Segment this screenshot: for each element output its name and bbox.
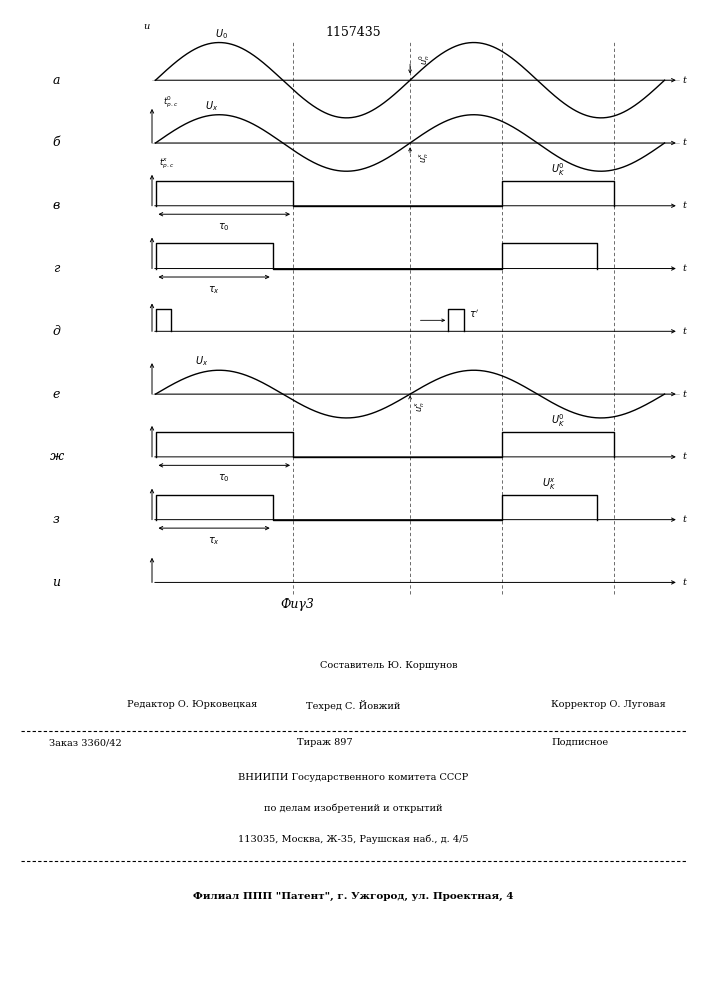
Text: з: з [53, 513, 60, 526]
Text: д: д [52, 325, 61, 338]
Text: г: г [53, 262, 60, 275]
Text: t: t [682, 138, 686, 147]
Text: t: t [682, 76, 686, 85]
Text: $\tau_0$: $\tau_0$ [218, 221, 230, 233]
Text: е: е [53, 388, 60, 401]
Text: t: t [682, 390, 686, 399]
Text: t: t [682, 452, 686, 461]
Text: Составитель Ю. Коршунов: Составитель Ю. Коршунов [320, 661, 457, 670]
Text: 113035, Москва, Ж-35, Раушская наб., д. 4/5: 113035, Москва, Ж-35, Раушская наб., д. … [238, 834, 469, 844]
Text: Заказ 3360/42: Заказ 3360/42 [49, 738, 122, 747]
Text: Филиал ППП "Патент", г. Ужгород, ул. Проектная, 4: Филиал ППП "Патент", г. Ужгород, ул. Про… [193, 892, 514, 901]
Text: $\tau'$: $\tau'$ [469, 308, 479, 320]
Text: $\tau_0$: $\tau_0$ [218, 472, 230, 484]
Text: в: в [53, 199, 60, 212]
Text: $U_x$: $U_x$ [194, 354, 208, 368]
Text: t: t [682, 515, 686, 524]
Text: Подписное: Подписное [551, 738, 608, 747]
Text: Тираж 897: Тираж 897 [298, 738, 353, 747]
Text: Редактор О. Юрковецкая: Редактор О. Юрковецкая [127, 700, 257, 709]
Text: $U_x$: $U_x$ [205, 100, 218, 113]
Text: t: t [682, 201, 686, 210]
Text: $u_n^0$: $u_n^0$ [417, 54, 432, 65]
Text: а: а [53, 74, 60, 87]
Text: б: б [53, 136, 60, 149]
Text: $t_{p.c}^0$: $t_{p.c}^0$ [163, 94, 177, 110]
Text: $\tau_x$: $\tau_x$ [208, 284, 220, 296]
Text: u: u [144, 22, 150, 31]
Text: $U_K^0$: $U_K^0$ [551, 412, 565, 429]
Text: t: t [682, 264, 686, 273]
Text: $u_n^x$: $u_n^x$ [414, 401, 427, 412]
Text: Техред С. Йовжий: Техред С. Йовжий [306, 700, 401, 711]
Text: $U_0$: $U_0$ [215, 27, 228, 41]
Text: и: и [52, 576, 61, 589]
Text: t: t [682, 327, 686, 336]
Text: t: t [682, 578, 686, 587]
Text: $U_K^0$: $U_K^0$ [551, 161, 565, 178]
Text: 1157435: 1157435 [326, 26, 381, 39]
Text: $U_K^x$: $U_K^x$ [542, 476, 556, 492]
Text: Фиγ3: Фиγ3 [280, 598, 314, 611]
Text: $\tau_x$: $\tau_x$ [208, 535, 220, 547]
Text: Корректор О. Луговая: Корректор О. Луговая [551, 700, 666, 709]
Text: $t_{p.c}^x$: $t_{p.c}^x$ [159, 157, 174, 171]
Text: ж: ж [49, 450, 64, 463]
Text: $u_n^x$: $u_n^x$ [417, 151, 431, 163]
Text: ВНИИПИ Государственного комитета СССР: ВНИИПИ Государственного комитета СССР [238, 773, 469, 782]
Text: по делам изобретений и открытий: по делам изобретений и открытий [264, 804, 443, 813]
